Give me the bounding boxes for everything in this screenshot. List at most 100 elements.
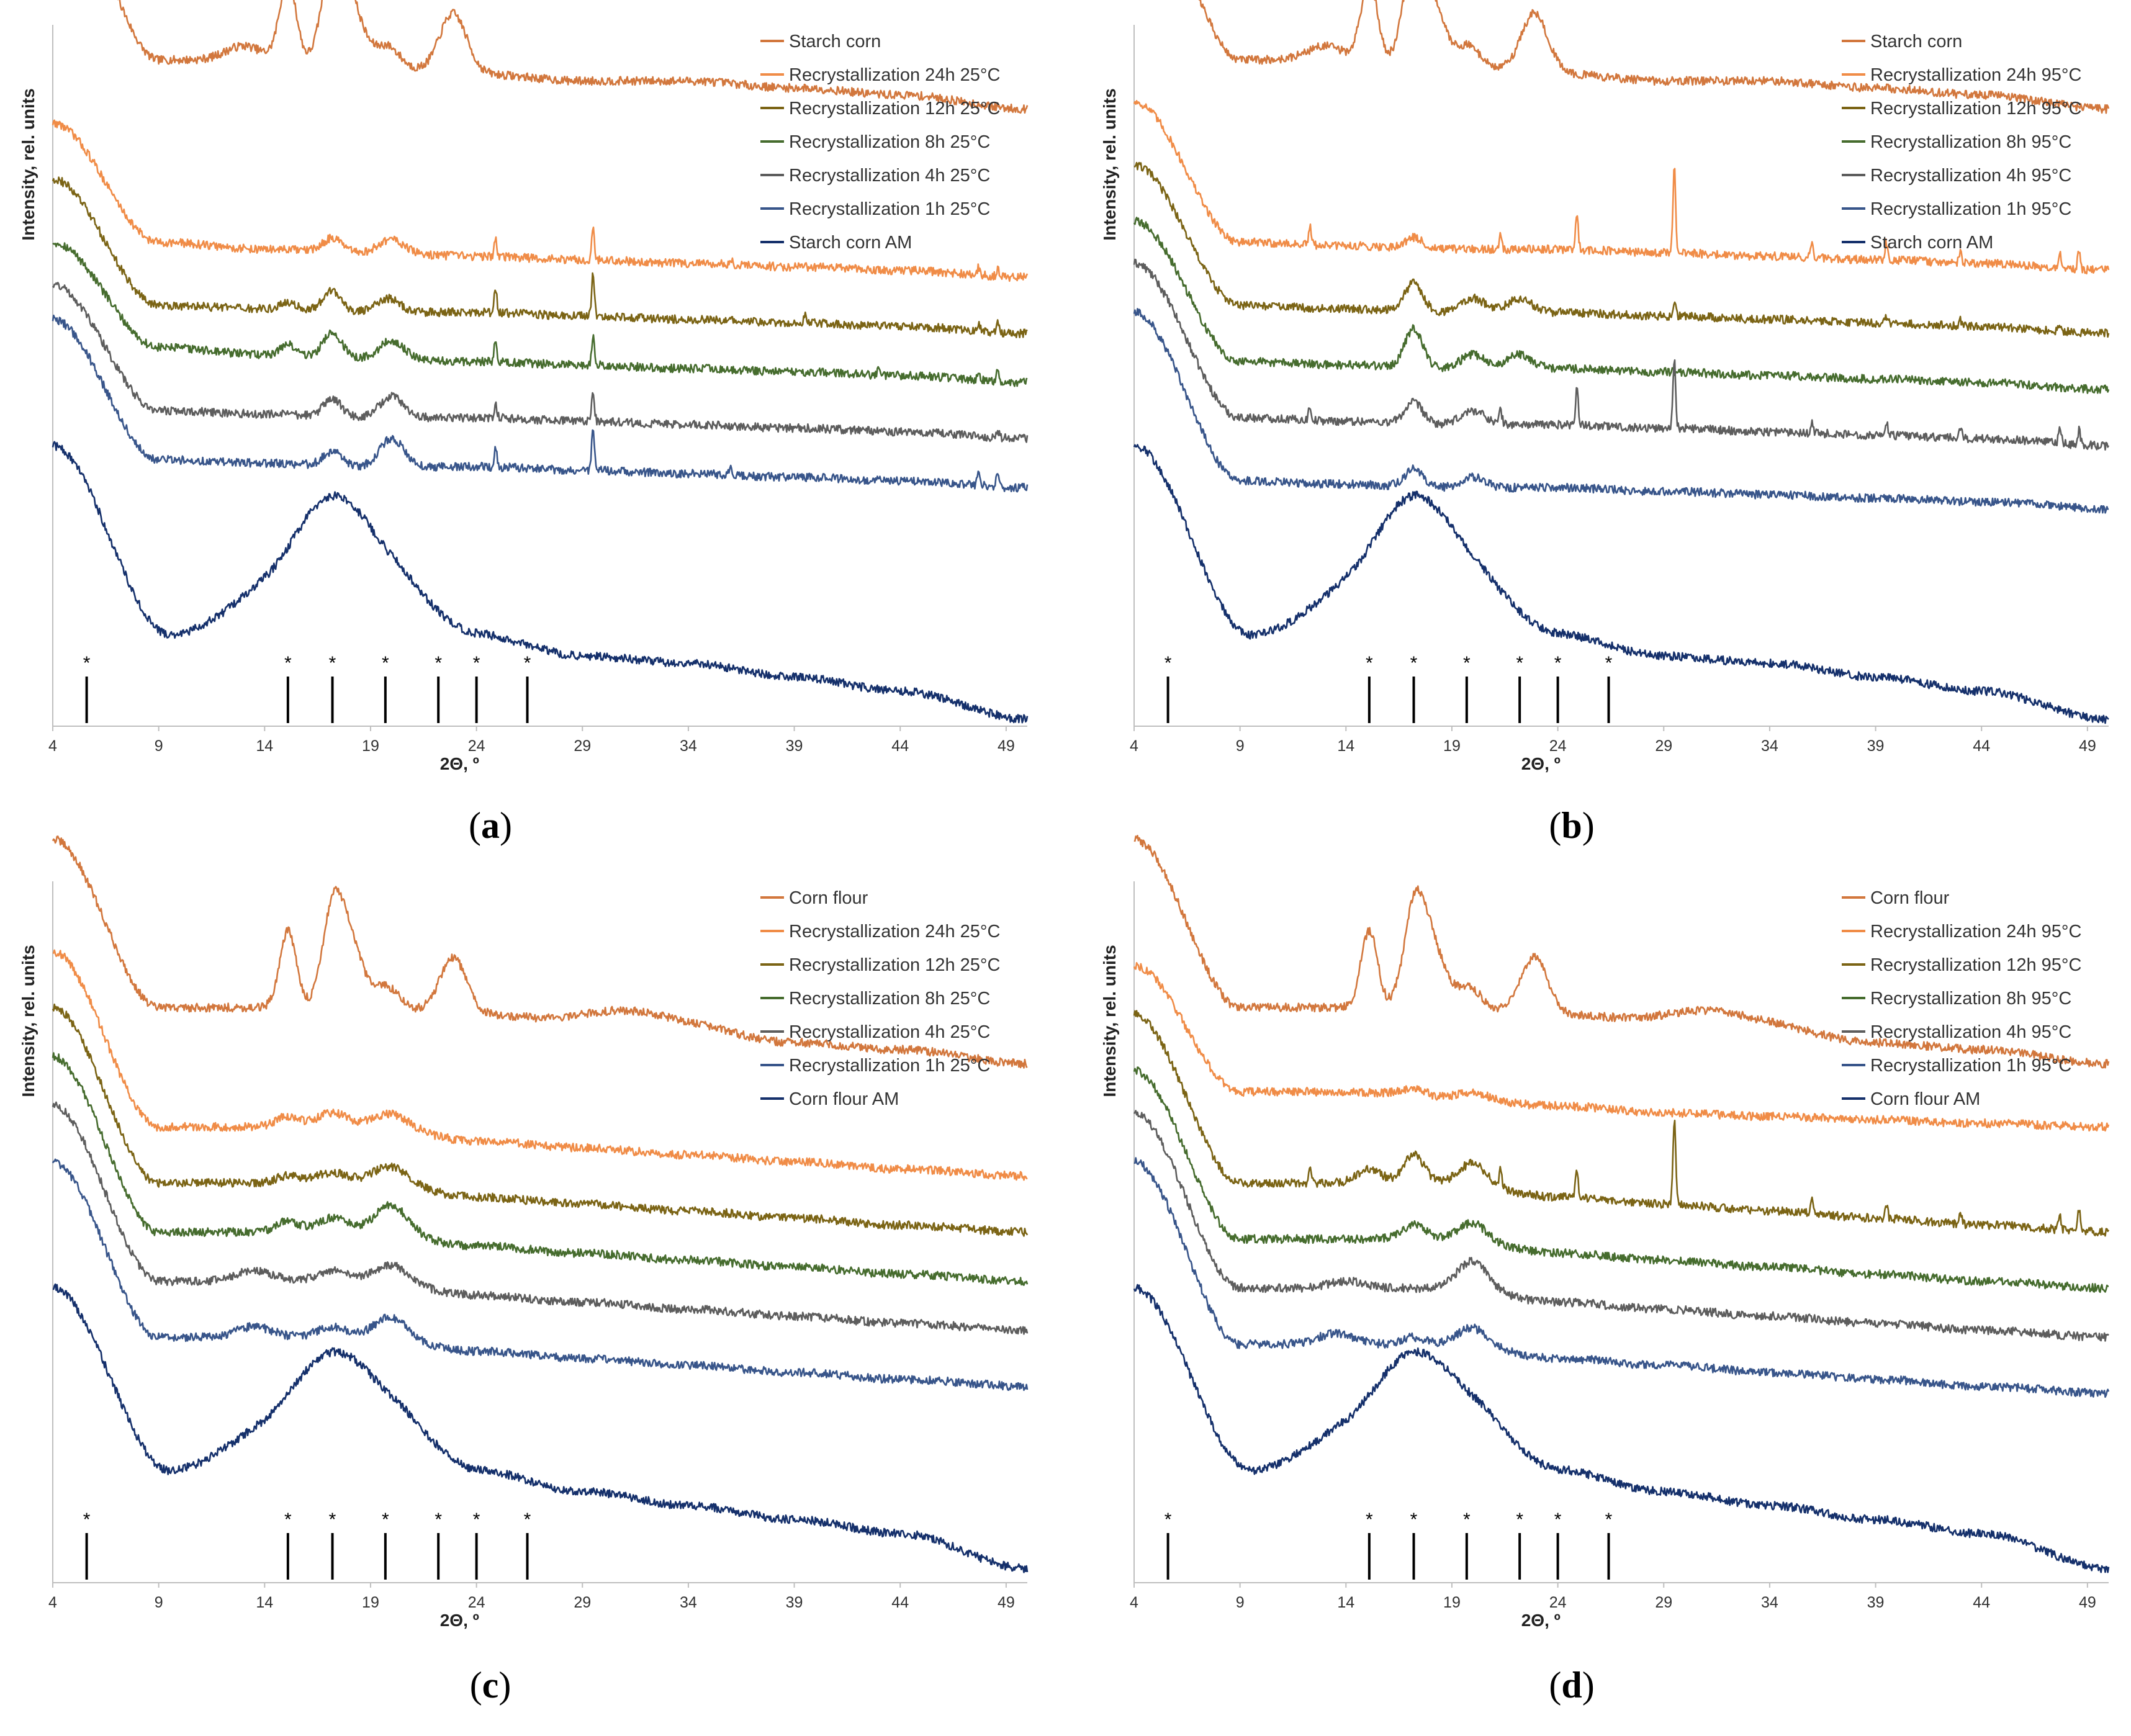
series-line (1133, 161, 2110, 338)
reference-peak-star: * (1516, 653, 1523, 673)
legend-label: Recrystallization 8h 95°C (1870, 989, 2071, 1009)
legend-label: Recrystallization 24h 95°C (1870, 922, 2081, 942)
reference-peak-star: * (1554, 1509, 1562, 1530)
legend-label: Recrystallization 12h 95°C (1870, 955, 2081, 975)
x-axis-title: 2Θ, º (1521, 754, 1561, 773)
series-line (1198, 0, 2110, 114)
legend-label: Recrystallization 12h 95°C (1870, 99, 2081, 119)
legend-label: Recrystallization 1h 25°C (789, 1056, 990, 1076)
reference-peak-star: * (1410, 653, 1418, 673)
reference-peak-star: * (1463, 1509, 1471, 1530)
x-tick-label: 19 (362, 1594, 379, 1611)
x-tick-label: 44 (891, 1594, 909, 1611)
x-tick-label: 34 (1761, 1594, 1778, 1611)
reference-peak-star: * (524, 653, 531, 673)
x-tick-label: 29 (574, 737, 591, 755)
reference-peak-star: * (1516, 1509, 1523, 1530)
reference-peak-star: * (1410, 1509, 1418, 1530)
series-line (52, 314, 1029, 493)
panel-label: (c) (470, 1665, 511, 1706)
reference-peak-star: * (1605, 1509, 1613, 1530)
x-axis-title: 2Θ, º (1521, 1611, 1561, 1630)
x-tick-label: 14 (256, 1594, 273, 1611)
panel-label: (d) (1549, 1665, 1594, 1706)
x-tick-label: 24 (1549, 737, 1567, 755)
legend-label: Corn flour (789, 888, 868, 908)
legend-label: Recrystallization 8h 25°C (789, 989, 990, 1009)
x-tick-label: 49 (2079, 737, 2096, 755)
reference-peak-star: * (329, 1509, 336, 1530)
series-line (1133, 835, 2110, 1069)
x-tick-label: 4 (1130, 737, 1138, 755)
series-line (52, 1283, 1029, 1573)
reference-peak-star: * (435, 1509, 442, 1530)
reference-peak-star: * (473, 1509, 480, 1530)
series-line (1133, 1157, 2110, 1398)
x-tick-label: 4 (48, 737, 57, 755)
series-line (1133, 444, 2109, 724)
x-tick-label: 39 (786, 737, 803, 755)
x-tick-label: 9 (155, 737, 163, 755)
reference-peak-star: * (1366, 653, 1373, 673)
legend-label: Recrystallization 4h 95°C (1870, 166, 2071, 186)
legend-label: Recrystallization 4h 25°C (789, 1022, 990, 1042)
reference-peak-star: * (1165, 1509, 1172, 1530)
series-line (1133, 962, 2110, 1132)
legend-label: Recrystallization 1h 95°C (1870, 199, 2071, 219)
reference-peak-star: * (1554, 653, 1562, 673)
y-axis-title: Intensity, rel. units (19, 945, 38, 1097)
series-line (52, 176, 1028, 338)
legend-label: Recrystallization 12h 25°C (789, 99, 1000, 119)
legend-label: Starch corn AM (1870, 233, 1993, 253)
series-line (52, 1052, 1029, 1286)
x-tick-label: 29 (1655, 1594, 1672, 1611)
legend-label: Recrystallization 24h 25°C (789, 65, 1000, 85)
series-line (1133, 1066, 2109, 1293)
x-tick-label: 49 (2079, 1594, 2096, 1611)
legend-label: Starch corn (789, 32, 881, 52)
series-line (1133, 1110, 2109, 1342)
x-tick-label: 44 (1973, 1594, 1990, 1611)
legend-label: Starch corn (1870, 32, 1962, 52)
x-tick-label: 49 (998, 1594, 1015, 1611)
series-line (52, 282, 1029, 443)
x-tick-label: 9 (155, 1594, 163, 1611)
series-line (52, 119, 1029, 282)
legend-label: Corn flour AM (1870, 1089, 1980, 1109)
legend-label: Corn flour (1870, 888, 1950, 908)
reference-peak-star: * (329, 653, 336, 673)
legend-label: Corn flour AM (789, 1089, 899, 1109)
legend-label: Recrystallization 1h 25°C (789, 199, 990, 219)
legend-label: Starch corn AM (789, 233, 912, 253)
legend-label: Recrystallization 24h 25°C (789, 922, 1000, 942)
series-line (52, 242, 1028, 387)
x-tick-label: 34 (1761, 737, 1778, 755)
reference-peak-star: * (382, 1509, 389, 1530)
x-tick-label: 19 (1443, 1594, 1461, 1611)
legend-label: Recrystallization 8h 95°C (1870, 132, 2071, 152)
reference-peak-star: * (473, 653, 480, 673)
reference-peak-star: * (1366, 1509, 1373, 1530)
x-tick-label: 4 (1130, 1594, 1138, 1611)
series-line (52, 1101, 1029, 1335)
y-axis-title: Intensity, rel. units (1100, 945, 1119, 1097)
series-line (1133, 217, 2110, 394)
x-tick-label: 24 (468, 1594, 485, 1611)
series-line (52, 1003, 1029, 1237)
x-tick-label: 44 (1973, 737, 1990, 755)
series-line (52, 949, 1028, 1181)
legend-label: Recrystallization 4h 25°C (789, 166, 990, 186)
reference-peak-star: * (382, 653, 389, 673)
reference-peak-star: * (1463, 653, 1471, 673)
reference-peak-star: * (435, 653, 442, 673)
series-line (1133, 258, 2110, 451)
series-line (52, 441, 1029, 724)
series-line (117, 0, 1029, 114)
reference-peak-star: * (83, 653, 91, 673)
x-tick-label: 9 (1236, 737, 1245, 755)
series-line (1133, 1284, 2110, 1573)
